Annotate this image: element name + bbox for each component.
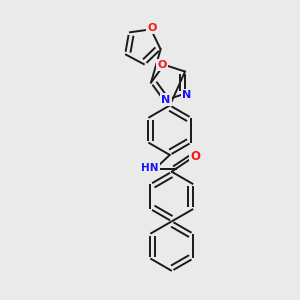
Text: O: O <box>190 150 201 164</box>
Text: N: N <box>161 94 171 104</box>
Text: O: O <box>157 60 167 70</box>
Text: HN: HN <box>141 163 159 173</box>
Text: N: N <box>182 90 192 100</box>
Text: O: O <box>147 23 157 33</box>
